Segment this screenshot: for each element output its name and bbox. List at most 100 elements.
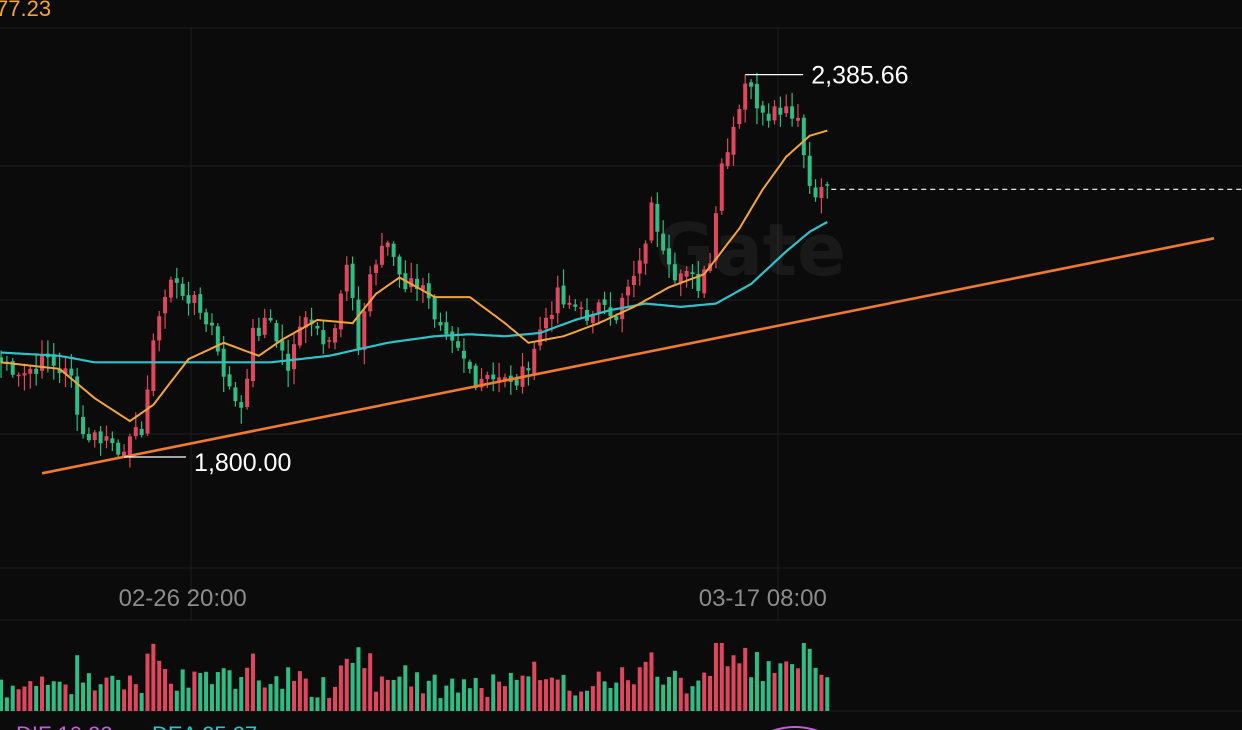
- candle-body: [754, 83, 759, 109]
- candle-body: [198, 294, 203, 313]
- volume-bars: [0, 643, 830, 711]
- volume-bar: [444, 685, 449, 711]
- candle-body: [538, 329, 543, 346]
- volume-bar: [713, 643, 718, 711]
- volume-bar: [579, 691, 584, 711]
- volume-bar: [309, 696, 314, 711]
- candle-body: [426, 283, 431, 299]
- candle-body: [420, 285, 425, 290]
- volume-bar: [221, 668, 226, 711]
- trendline[interactable]: [41, 237, 1215, 475]
- volume-bar: [245, 667, 250, 711]
- macd-dea-label: DEA 25.27: [152, 722, 257, 730]
- candle-body: [649, 202, 654, 241]
- candle-body: [391, 243, 396, 257]
- candle-body: [807, 155, 812, 186]
- volume-bar: [508, 672, 513, 711]
- candle-body: [374, 264, 379, 274]
- volume-bar: [274, 676, 279, 711]
- volume-bar: [0, 679, 3, 711]
- candle-body: [16, 374, 21, 377]
- candle-body: [174, 278, 179, 283]
- volume-bar: [807, 648, 812, 711]
- candle-body: [110, 438, 115, 444]
- volume-bar: [590, 686, 595, 711]
- candle-body: [825, 184, 830, 186]
- candle-body: [40, 354, 45, 371]
- volume-bar: [772, 672, 777, 711]
- candle-body: [456, 341, 461, 348]
- volume-bar: [215, 672, 220, 711]
- volume-bar: [485, 696, 490, 711]
- candle-body: [280, 340, 285, 351]
- candle-body: [368, 274, 373, 312]
- volume-bar: [204, 671, 209, 711]
- volume-bar: [4, 697, 9, 711]
- x-axis-tick-labels: 02-26 20:00 03-17 08:00: [119, 585, 827, 612]
- candle-body: [145, 389, 150, 434]
- volume-bar: [678, 677, 683, 711]
- volume-bar: [608, 687, 613, 711]
- macd-dif-label: DIF 10.22: [16, 722, 113, 730]
- volume-bar: [233, 688, 238, 711]
- candle-body: [57, 368, 62, 374]
- volume-bar: [461, 679, 466, 711]
- volume-bar: [45, 684, 50, 711]
- candle-body: [713, 213, 718, 261]
- volume-bar: [256, 680, 261, 711]
- volume-bar: [98, 684, 103, 711]
- candle-body: [602, 299, 607, 305]
- volume-bar: [502, 686, 507, 711]
- candle-body: [778, 107, 783, 115]
- volume-bar: [239, 677, 244, 711]
- volume-bar: [526, 676, 531, 711]
- volume-bar: [561, 674, 566, 711]
- candle-body: [186, 295, 191, 304]
- volume-bar: [737, 663, 742, 711]
- volume-bar: [63, 684, 68, 711]
- candle-body: [555, 287, 560, 314]
- volume-bar: [286, 667, 291, 711]
- volume-bar: [350, 662, 355, 711]
- volume-bar: [790, 664, 795, 711]
- candle-body: [772, 106, 777, 121]
- volume-bar: [795, 668, 800, 711]
- candle-body: [409, 278, 414, 288]
- volume-bar: [672, 670, 677, 711]
- candle-body: [86, 434, 91, 441]
- volume-bar: [573, 695, 578, 711]
- candle-body: [81, 416, 86, 435]
- volume-bar: [151, 643, 156, 711]
- candle-body: [532, 348, 537, 374]
- volume-bar: [585, 690, 589, 711]
- candle-body: [579, 307, 584, 309]
- ma-slow-line: [0, 221, 828, 364]
- volume-bar: [538, 680, 543, 711]
- volume-bar: [784, 661, 789, 711]
- volume-bar: [145, 653, 150, 711]
- volume-bar: [473, 677, 478, 711]
- candle-body: [274, 323, 279, 342]
- candle-body: [286, 353, 291, 371]
- volume-bar: [438, 698, 443, 711]
- volume-bar: [16, 689, 21, 711]
- volume-bar: [520, 675, 525, 711]
- volume-bar: [555, 679, 560, 711]
- candle-body: [180, 283, 185, 296]
- candle-body: [479, 378, 484, 388]
- volume-bar: [344, 658, 349, 711]
- candle-body: [303, 317, 308, 328]
- candle-body: [116, 442, 121, 455]
- candle-body: [637, 260, 642, 274]
- volume-bar: [456, 692, 461, 711]
- volume-bar: [596, 671, 601, 711]
- candle-body: [444, 322, 449, 335]
- ma-fast-line: [0, 129, 828, 423]
- volume-bar: [479, 687, 484, 711]
- volume-bar: [819, 674, 824, 711]
- candle-body: [309, 319, 314, 325]
- candle-body: [321, 330, 326, 345]
- candle-body: [491, 374, 496, 380]
